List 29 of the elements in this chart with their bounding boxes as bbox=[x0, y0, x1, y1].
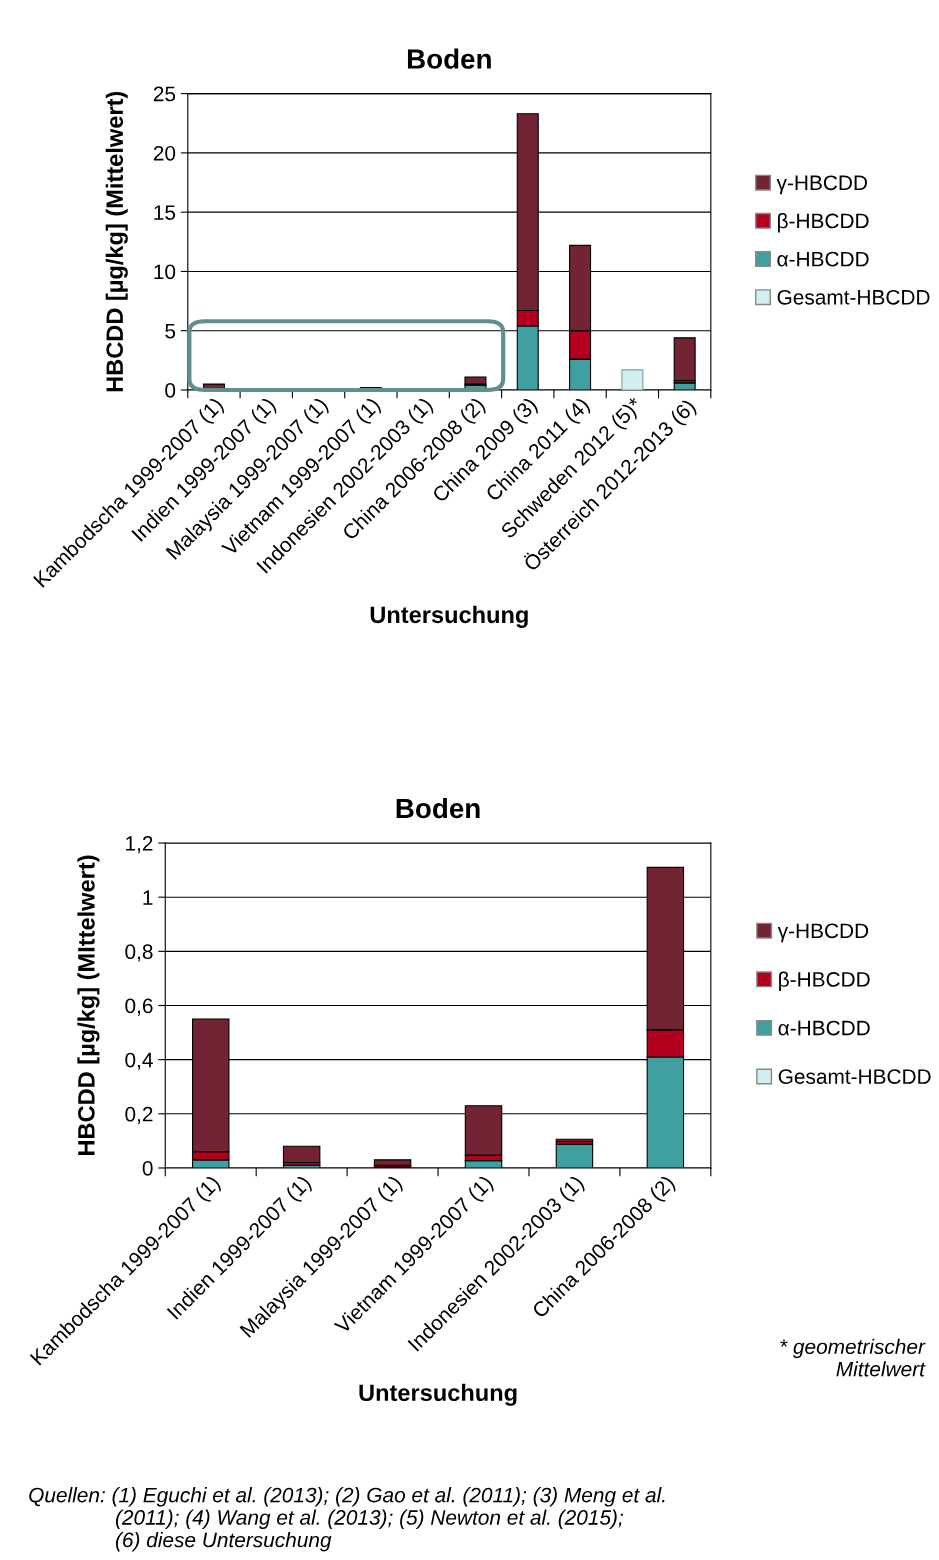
y-tick-label: 0 bbox=[142, 1160, 153, 1176]
y-tick-label: 25 bbox=[153, 86, 176, 102]
y-tick-label: 20 bbox=[153, 145, 176, 161]
text: * geometrischer Mittelwert bbox=[780, 1338, 926, 1377]
chart-title: Boden bbox=[407, 48, 491, 69]
y-tick-label: 5 bbox=[165, 323, 176, 339]
chart-title: Boden bbox=[396, 797, 480, 819]
legend-label: γ-HBCDD bbox=[776, 175, 867, 195]
legend-label: α-HBCDD bbox=[778, 1020, 870, 1036]
legend-label: β-HBCDD bbox=[779, 971, 870, 991]
legend-label: Gesamt-HBCDD bbox=[778, 1069, 931, 1084]
y-tick-label: 1,2 bbox=[126, 836, 153, 854]
legend-label: γ-HBCDD bbox=[777, 923, 869, 943]
y-tick-label: 10 bbox=[154, 264, 176, 280]
y-tick-label: 0,2 bbox=[125, 1106, 153, 1125]
x-axis-title: Untersuchung bbox=[370, 605, 528, 628]
y-tick-label: 15 bbox=[154, 205, 176, 220]
legend-label: Gesamt-HBCDD bbox=[777, 289, 930, 305]
y-tick-label: 1 bbox=[143, 890, 153, 905]
legend-label: β-HBCDD bbox=[778, 213, 869, 233]
source-note: Quellen: (1) Eguchi et al. (2013); (2) Gao et al. (2011); (3) Meng et al. (2011); (4) Wang et al. (2013); (5) Newton et al. (2015); (6) diese Untersuchung bbox=[29, 1487, 665, 1552]
y-tick-label: 0,4 bbox=[125, 1052, 153, 1070]
y-tick-label: 0,6 bbox=[125, 998, 153, 1016]
legend-label: α-HBCDD bbox=[777, 251, 869, 267]
y-tick-label: 0,8 bbox=[125, 944, 153, 962]
y-axis-title: HBCDD [µg/kg] (MIttelwert) bbox=[77, 855, 100, 1155]
x-axis-title: Untersuchung bbox=[359, 1383, 517, 1406]
y-axis-title: HBCDD [µg/kg] (Mittelwert) bbox=[105, 91, 128, 392]
y-tick-label: 0 bbox=[165, 383, 176, 398]
